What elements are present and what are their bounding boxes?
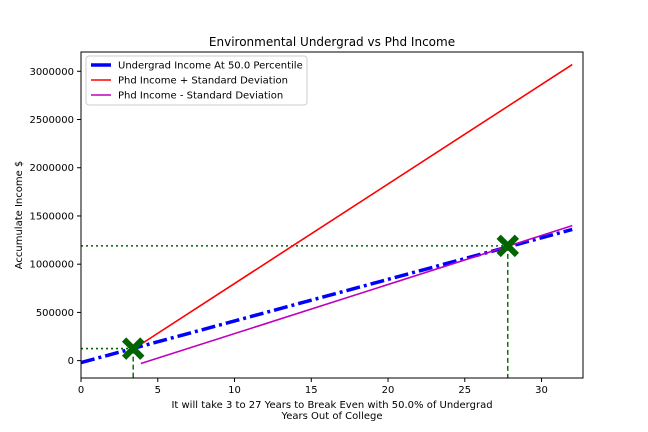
y-tick-label: 3000000 — [29, 67, 74, 78]
break-even-marker — [496, 234, 520, 258]
legend-label: Phd Income + Standard Deviation — [118, 76, 288, 87]
y-axis-label: Accumulate Income $ — [14, 161, 25, 270]
x-tick-label: 5 — [155, 385, 161, 396]
x-tick-label: 20 — [382, 385, 395, 396]
x-tick-label: 0 — [78, 385, 84, 396]
series-line-2 — [140, 63, 573, 345]
legend-box — [85, 55, 308, 106]
break-even-markers — [121, 234, 520, 360]
series-lines — [80, 63, 573, 365]
legend-items: Undergrad Income At 50.0 Percentile Phd I… — [91, 61, 303, 102]
x-axis-ticks: 0 5 10 15 20 25 30 — [78, 378, 548, 396]
break-even-guides — [81, 245, 509, 378]
x-tick-label: 10 — [228, 385, 241, 396]
plot-frame — [80, 51, 584, 379]
y-axis-ticks: 0 500000 1000000 1500000 2000000 2500000 30000… — [29, 67, 81, 367]
y-tick-label: 500000 — [36, 308, 74, 319]
x-axis-label-line-2: Years Out of College — [281, 411, 383, 422]
y-tick-label: 1500000 — [29, 211, 74, 222]
legend: Undergrad Income At 50.0 Percentile Phd I… — [85, 55, 308, 106]
plot-area — [81, 52, 583, 378]
series-line-3 — [140, 224, 573, 365]
x-axis-label-line-1: It will take 3 to 27 Years to Break Even… — [171, 400, 492, 411]
x-tick-label: 25 — [458, 385, 471, 396]
y-tick-label: 0 — [68, 356, 74, 367]
x-tick-label: 30 — [535, 385, 548, 396]
series-line-1 — [80, 227, 573, 365]
legend-label: Undergrad Income At 50.0 Percentile — [118, 61, 303, 72]
y-tick-label: 2000000 — [29, 163, 74, 174]
y-tick-label: 2500000 — [29, 115, 74, 126]
y-tick-label: 1000000 — [29, 260, 74, 271]
legend-label: Phd Income - Standard Deviation — [118, 91, 283, 102]
break-even-marker — [121, 337, 145, 360]
chart-title: Environmental Undergrad vs Phd Income — [209, 35, 455, 49]
x-tick-label: 15 — [305, 385, 318, 396]
